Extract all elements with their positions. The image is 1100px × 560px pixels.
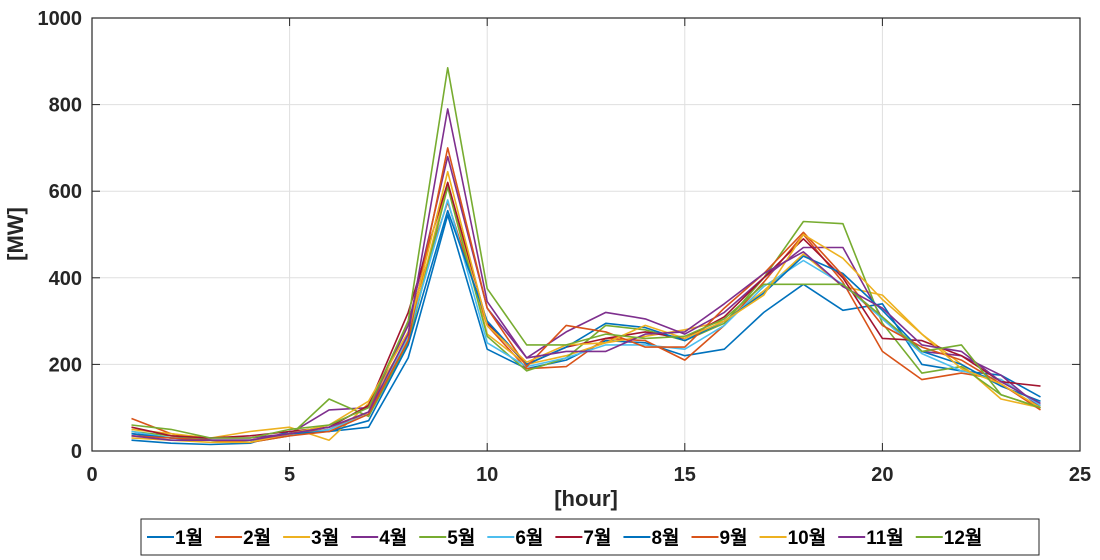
series-line-7 bbox=[131, 181, 1041, 439]
x-tick-label: 0 bbox=[86, 464, 97, 486]
legend-label-8: 8월 bbox=[651, 527, 679, 549]
x-tick-label: 20 bbox=[871, 464, 893, 486]
legend-label-2: 2월 bbox=[243, 527, 271, 549]
x-tick-label: 15 bbox=[674, 464, 696, 486]
legend-label-9: 9월 bbox=[720, 527, 748, 549]
y-axis-label: [MW] bbox=[3, 207, 28, 261]
legend-label-4: 4월 bbox=[379, 527, 407, 549]
x-axis-label: [hour] bbox=[554, 486, 618, 511]
y-tick-label: 200 bbox=[49, 354, 82, 376]
series-line-11 bbox=[131, 108, 1041, 442]
legend-label-7: 7월 bbox=[583, 527, 611, 549]
legend-label-10: 10월 bbox=[788, 527, 827, 549]
x-axis-ticks: 0 5 10 15 20 25 bbox=[86, 18, 1091, 486]
y-tick-label: 1000 bbox=[38, 8, 83, 30]
legend-label-5: 5월 bbox=[447, 527, 475, 549]
plot-frame bbox=[91, 17, 1081, 452]
legend-label-12: 12월 bbox=[944, 527, 983, 549]
series-line-3 bbox=[131, 181, 1041, 442]
y-axis-ticks: 0 200 400 600 800 1000 bbox=[38, 8, 1080, 463]
legend: 1월 2월 3월 4월 5월 6월 7월 8월 9월 10월 11월 12월 bbox=[140, 518, 1040, 556]
x-tick-label: 10 bbox=[476, 464, 498, 486]
series-line-12 bbox=[131, 67, 1041, 439]
y-tick-label: 400 bbox=[49, 268, 82, 290]
legend-label-11: 11월 bbox=[866, 527, 904, 549]
series-lines bbox=[131, 67, 1042, 446]
y-tick-label: 800 bbox=[49, 95, 82, 117]
plot-background bbox=[92, 18, 1080, 451]
legend-label-3: 3월 bbox=[311, 527, 339, 549]
legend-label-1: 1월 bbox=[175, 527, 203, 549]
x-tick-label: 5 bbox=[284, 464, 295, 486]
x-tick-label: 25 bbox=[1069, 464, 1091, 486]
series-line-9 bbox=[131, 147, 1041, 444]
y-tick-label: 600 bbox=[49, 181, 82, 203]
legend-label-6: 6월 bbox=[515, 527, 543, 549]
y-tick-label: 0 bbox=[71, 441, 82, 463]
